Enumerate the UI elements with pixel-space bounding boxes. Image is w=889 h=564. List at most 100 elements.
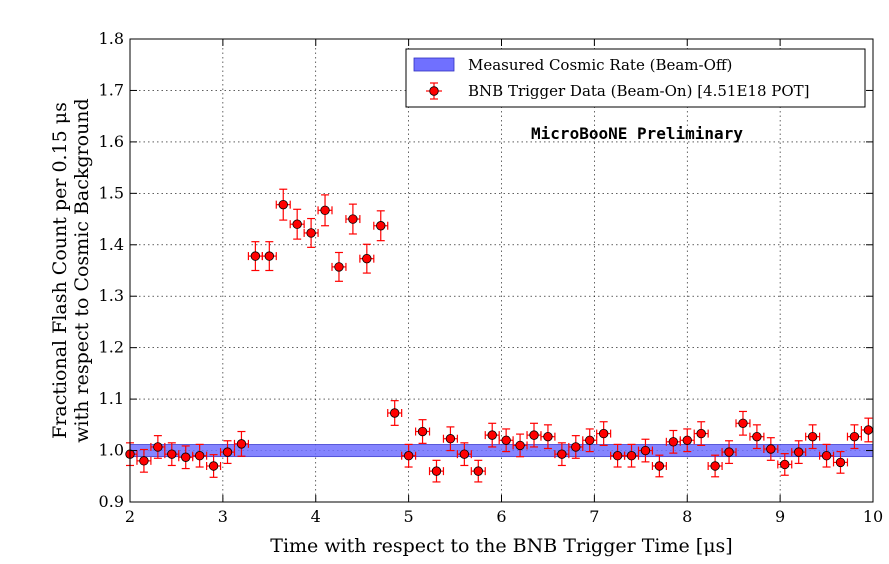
data-point — [832, 450, 849, 474]
data-marker — [222, 447, 233, 457]
data-point — [414, 419, 431, 444]
legend-band-label: Measured Cosmic Rate (Beam-Off) — [468, 56, 732, 74]
data-marker — [626, 451, 637, 461]
data-point — [164, 442, 180, 467]
y-tick-label: 1.1 — [99, 389, 124, 408]
data-point — [582, 428, 598, 453]
data-marker — [250, 251, 261, 261]
data-marker — [362, 253, 372, 264]
x-tick-label: 5 — [404, 507, 414, 526]
data-marker — [863, 425, 874, 435]
data-marker — [724, 447, 734, 457]
data-marker — [807, 431, 818, 442]
data-point — [136, 448, 152, 473]
data-point — [247, 241, 263, 272]
x-axis-label: Time with respect to the BNB Trigger Tim… — [270, 535, 732, 557]
data-point — [428, 459, 445, 483]
data-marker — [752, 431, 762, 442]
x-tick-label: 10 — [863, 507, 883, 526]
y-tick-label: 1.6 — [99, 132, 124, 151]
data-marker — [682, 435, 692, 445]
data-marker — [376, 221, 386, 231]
data-marker — [417, 426, 428, 437]
data-point — [387, 400, 403, 426]
data-marker — [139, 456, 149, 466]
y-tick-label: 0.9 — [99, 492, 124, 511]
data-marker — [292, 219, 302, 229]
data-marker — [320, 205, 330, 216]
data-point — [261, 241, 277, 272]
data-point — [303, 217, 319, 248]
data-marker — [473, 466, 483, 476]
data-marker — [738, 418, 748, 428]
data-point — [526, 422, 542, 448]
data-point — [763, 437, 779, 461]
data-point — [623, 443, 640, 468]
data-marker — [389, 408, 400, 418]
data-point — [470, 459, 486, 483]
data-marker — [766, 444, 776, 454]
data-point — [317, 194, 333, 227]
data-point — [735, 410, 751, 436]
data-point — [442, 426, 458, 452]
data-point — [568, 435, 584, 459]
data-point — [289, 208, 305, 240]
data-marker — [780, 459, 790, 470]
data-point — [693, 421, 709, 447]
x-tick-label: 9 — [775, 507, 785, 526]
data-point — [540, 424, 556, 450]
y-tick-label: 1.8 — [99, 29, 124, 48]
data-marker — [487, 430, 497, 440]
legend-band-swatch — [413, 57, 455, 72]
data-marker — [403, 451, 414, 461]
data-point — [721, 440, 737, 465]
data-marker — [194, 451, 205, 461]
data-marker — [612, 451, 623, 461]
data-marker — [334, 262, 344, 272]
data-marker — [153, 442, 163, 452]
y-tick-label: 1.2 — [99, 338, 124, 357]
legend: Measured Cosmic Rate (Beam-Off) BNB Trig… — [405, 48, 866, 108]
data-marker — [459, 449, 470, 459]
data-marker — [710, 461, 720, 471]
y-tick-label: 1.3 — [99, 286, 124, 305]
data-marker — [208, 461, 219, 471]
data-marker — [529, 430, 539, 440]
data-points-layer — [125, 188, 874, 483]
data-marker — [236, 439, 247, 449]
data-point — [512, 433, 528, 458]
data-point — [679, 428, 695, 453]
data-marker — [348, 214, 358, 224]
data-marker — [835, 457, 846, 468]
data-point — [275, 188, 291, 221]
data-marker — [654, 461, 665, 471]
data-point — [219, 440, 236, 465]
data-point — [401, 443, 417, 468]
data-point — [805, 424, 821, 450]
data-point — [610, 443, 626, 468]
x-tick-label: 8 — [682, 507, 692, 526]
axis-ticks: 2 3 4 5 6 7 8 9 10 0.9 1.0 1.1 1.2 1.3 1.4 1.5 1.6 1.7 1.8 — [99, 29, 884, 526]
data-point — [331, 251, 347, 282]
data-point — [596, 421, 612, 447]
data-point — [637, 438, 654, 463]
x-tick-label: 7 — [589, 507, 599, 526]
data-point — [707, 454, 723, 478]
x-tick-label: 3 — [218, 507, 228, 526]
x-tick-label: 2 — [125, 507, 135, 526]
data-marker — [557, 449, 567, 459]
legend-data-label: BNB Trigger Data (Beam-On) [4.51E18 POT] — [468, 82, 810, 100]
data-marker — [306, 228, 316, 238]
data-point — [749, 424, 765, 450]
y-tick-label: 1.0 — [99, 441, 124, 460]
y-tick-label: 1.4 — [99, 235, 124, 254]
data-marker — [640, 445, 651, 456]
legend-marker — [429, 86, 439, 96]
data-marker — [543, 431, 553, 442]
grid-lines — [130, 39, 873, 502]
data-marker — [794, 447, 804, 457]
y-axis-label-line2: with respect to Cosmic Background — [71, 98, 93, 442]
data-point — [818, 443, 835, 468]
data-marker — [264, 251, 275, 261]
